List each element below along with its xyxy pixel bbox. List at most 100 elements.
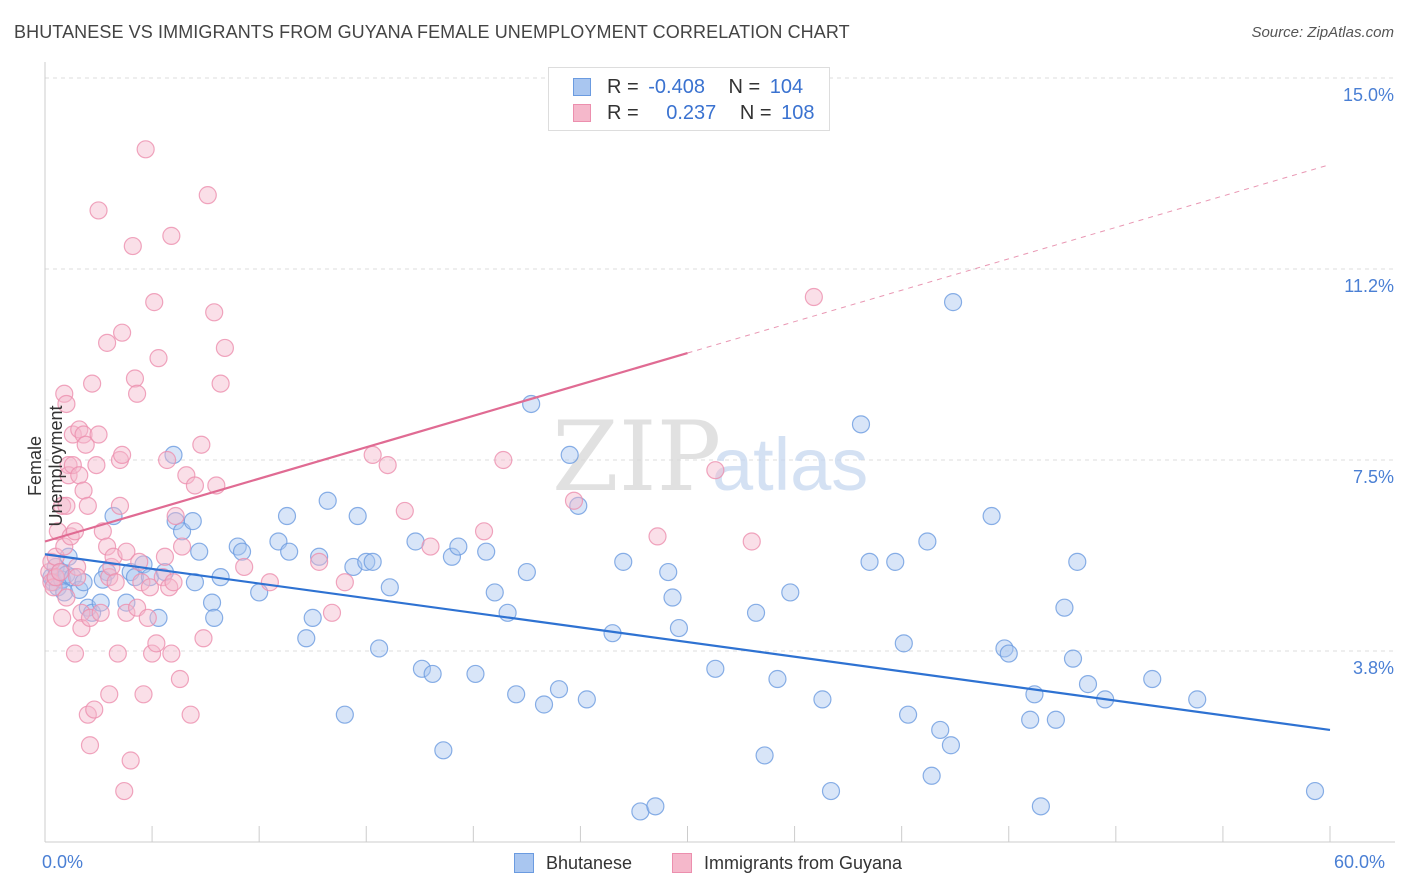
guyana-point — [76, 435, 95, 454]
bhutanese-point — [380, 578, 399, 597]
bhutanese-point — [577, 690, 596, 709]
guyana-point — [172, 537, 192, 556]
bhutanese-point — [466, 664, 485, 684]
bhutanese-point — [1031, 797, 1050, 816]
bhutanese-point — [232, 542, 252, 561]
guyana-point — [83, 374, 102, 393]
guyana-point — [260, 573, 279, 592]
bhutanese-point — [310, 547, 329, 566]
guyana-trend-extension — [687, 164, 1331, 354]
guyana-point — [648, 527, 667, 546]
guyana-point — [192, 435, 211, 454]
bhutanese-point — [1046, 710, 1065, 729]
bhutanese-point — [335, 705, 354, 724]
guyana-point — [78, 496, 97, 515]
bhutanese-point — [918, 532, 937, 551]
bhutanese-point — [821, 781, 841, 801]
guyana-point — [85, 700, 104, 719]
guyana-point — [106, 573, 125, 592]
guyana-point — [147, 634, 166, 653]
bhutanese-point — [931, 720, 950, 740]
y-axis-title: Female Unemployment — [25, 405, 66, 527]
bhutanese-point — [205, 608, 224, 627]
guyana-point — [132, 573, 151, 592]
bhutanese-point — [277, 506, 297, 526]
bhutanese-point — [303, 608, 322, 627]
bhutanese-point — [941, 736, 961, 755]
guyana-point — [70, 466, 89, 485]
bhutanese-point — [507, 685, 526, 704]
bhutanese-point — [549, 680, 569, 699]
bhutanese-point — [1143, 669, 1162, 689]
legend-r-label: R = — [607, 102, 639, 124]
guyana-point — [112, 445, 132, 465]
bhutanese-point — [280, 542, 299, 561]
legend-swatch-bhutanese — [514, 853, 534, 873]
y-tick-label: 11.2% — [1344, 276, 1394, 296]
guyana-point — [564, 491, 584, 510]
guyana-point — [59, 466, 78, 485]
guyana-point — [142, 644, 162, 663]
guyana-point — [140, 578, 160, 597]
guyana-point — [494, 450, 513, 470]
guyana-point — [310, 552, 329, 571]
guyana-point — [363, 445, 382, 465]
bhutanese-point — [922, 766, 941, 785]
legend-n-value: 108 — [781, 102, 815, 124]
guyana-point — [162, 644, 181, 663]
legend-n-label: N = — [728, 76, 761, 98]
guyana-point — [335, 573, 354, 592]
guyana-point — [194, 629, 213, 648]
chart-title: BHUTANESE VS IMMIGRANTS FROM GUYANA FEMA… — [14, 22, 850, 42]
guyana-trend-line — [44, 351, 688, 543]
bhutanese-point — [614, 552, 633, 571]
bhutanese-point — [363, 552, 382, 571]
guyana-point — [181, 705, 200, 724]
legend-label-bhutanese: Bhutanese — [546, 853, 633, 873]
bhutanese-point — [943, 293, 963, 312]
bhutanese-point — [813, 690, 832, 709]
guyana-point — [72, 603, 91, 622]
bhutanese-point — [485, 583, 504, 602]
bhutanese-point — [477, 542, 496, 561]
guyana-point — [57, 588, 76, 607]
guyana-point — [162, 226, 181, 245]
guyana-point — [138, 608, 157, 627]
guyana-point — [153, 568, 172, 587]
guyana-point — [98, 333, 117, 352]
bhutanese-point — [318, 491, 337, 510]
bhutanese-point — [560, 445, 579, 465]
x-tick-label: 0.0% — [42, 852, 84, 872]
guyana-point — [185, 476, 205, 495]
guyana-point — [112, 323, 132, 342]
bhutanese-point — [1305, 781, 1325, 801]
guyana-point — [80, 608, 100, 627]
y-tick-label: 3.8% — [1352, 658, 1394, 678]
bhutanese-point — [646, 797, 665, 816]
guyana-point — [50, 562, 70, 582]
bhutanese-point — [149, 608, 168, 627]
bhutanese-point — [91, 593, 110, 612]
guyana-point — [164, 573, 183, 592]
guyana-point — [55, 537, 74, 556]
guyana-point — [53, 496, 72, 515]
bhutanese-point — [669, 618, 689, 638]
bhutanese-point — [297, 629, 316, 648]
bhutanese-point — [348, 506, 367, 526]
bhutanese-point — [663, 588, 682, 607]
guyana-point — [205, 303, 224, 322]
bhutanese-point — [1078, 675, 1098, 694]
guyana-point — [89, 425, 108, 444]
guyana-point — [136, 140, 155, 159]
bhutanese-point — [1068, 552, 1087, 571]
bhutanese-point — [1188, 690, 1207, 709]
legend-r-label: R = — [607, 76, 639, 98]
guyana-point — [804, 287, 823, 307]
bhutanese-point — [517, 562, 536, 582]
guyana-point — [123, 236, 142, 256]
bhutanese-point — [706, 659, 725, 678]
bhutanese-point — [746, 603, 766, 622]
guyana-point — [235, 557, 254, 577]
bhutanese-point — [1021, 710, 1040, 729]
